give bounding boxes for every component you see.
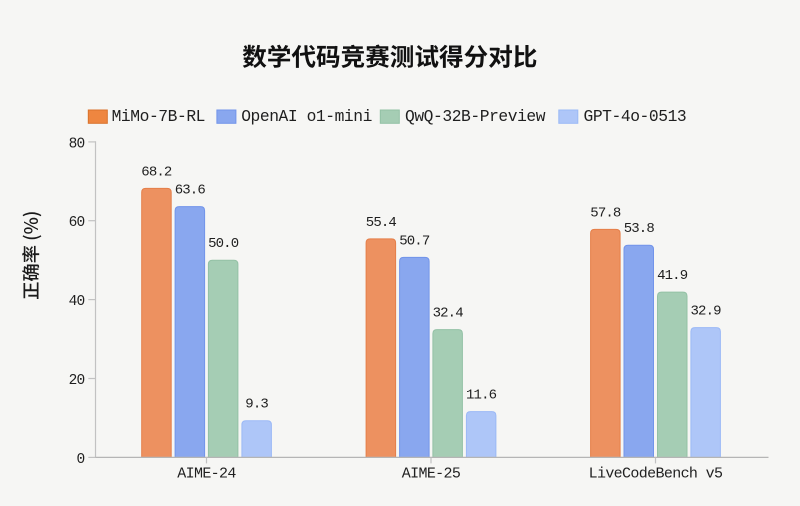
- svg-text:53.8: 53.8: [624, 221, 655, 237]
- svg-text:63.6: 63.6: [175, 183, 206, 199]
- svg-text:9.3: 9.3: [245, 397, 268, 413]
- svg-text:41.9: 41.9: [657, 268, 688, 284]
- svg-text:LiveCodeBench v5: LiveCodeBench v5: [589, 466, 723, 483]
- svg-text:QwQ-32B-Preview: QwQ-32B-Preview: [405, 107, 546, 126]
- svg-text:60: 60: [69, 215, 85, 231]
- svg-text:32.4: 32.4: [433, 306, 464, 322]
- svg-text:AIME-25: AIME-25: [402, 466, 461, 483]
- svg-text:40: 40: [69, 294, 85, 310]
- svg-text:11.6: 11.6: [466, 388, 497, 404]
- svg-text:55.4: 55.4: [366, 215, 397, 231]
- svg-text:GPT-4o-0513: GPT-4o-0513: [584, 107, 687, 126]
- svg-text:MiMo-7B-RL: MiMo-7B-RL: [112, 107, 205, 126]
- svg-text:50.0: 50.0: [208, 236, 239, 252]
- svg-text:AIME-24: AIME-24: [177, 466, 236, 483]
- svg-text:OpenAI o1-mini: OpenAI o1-mini: [241, 107, 372, 126]
- svg-text:68.2: 68.2: [141, 164, 172, 180]
- svg-text:20: 20: [69, 373, 85, 389]
- svg-text:57.8: 57.8: [590, 205, 621, 221]
- svg-text:80: 80: [69, 136, 85, 152]
- svg-text:50.7: 50.7: [399, 233, 430, 249]
- svg-text:32.9: 32.9: [690, 304, 721, 320]
- svg-text:0: 0: [77, 452, 85, 468]
